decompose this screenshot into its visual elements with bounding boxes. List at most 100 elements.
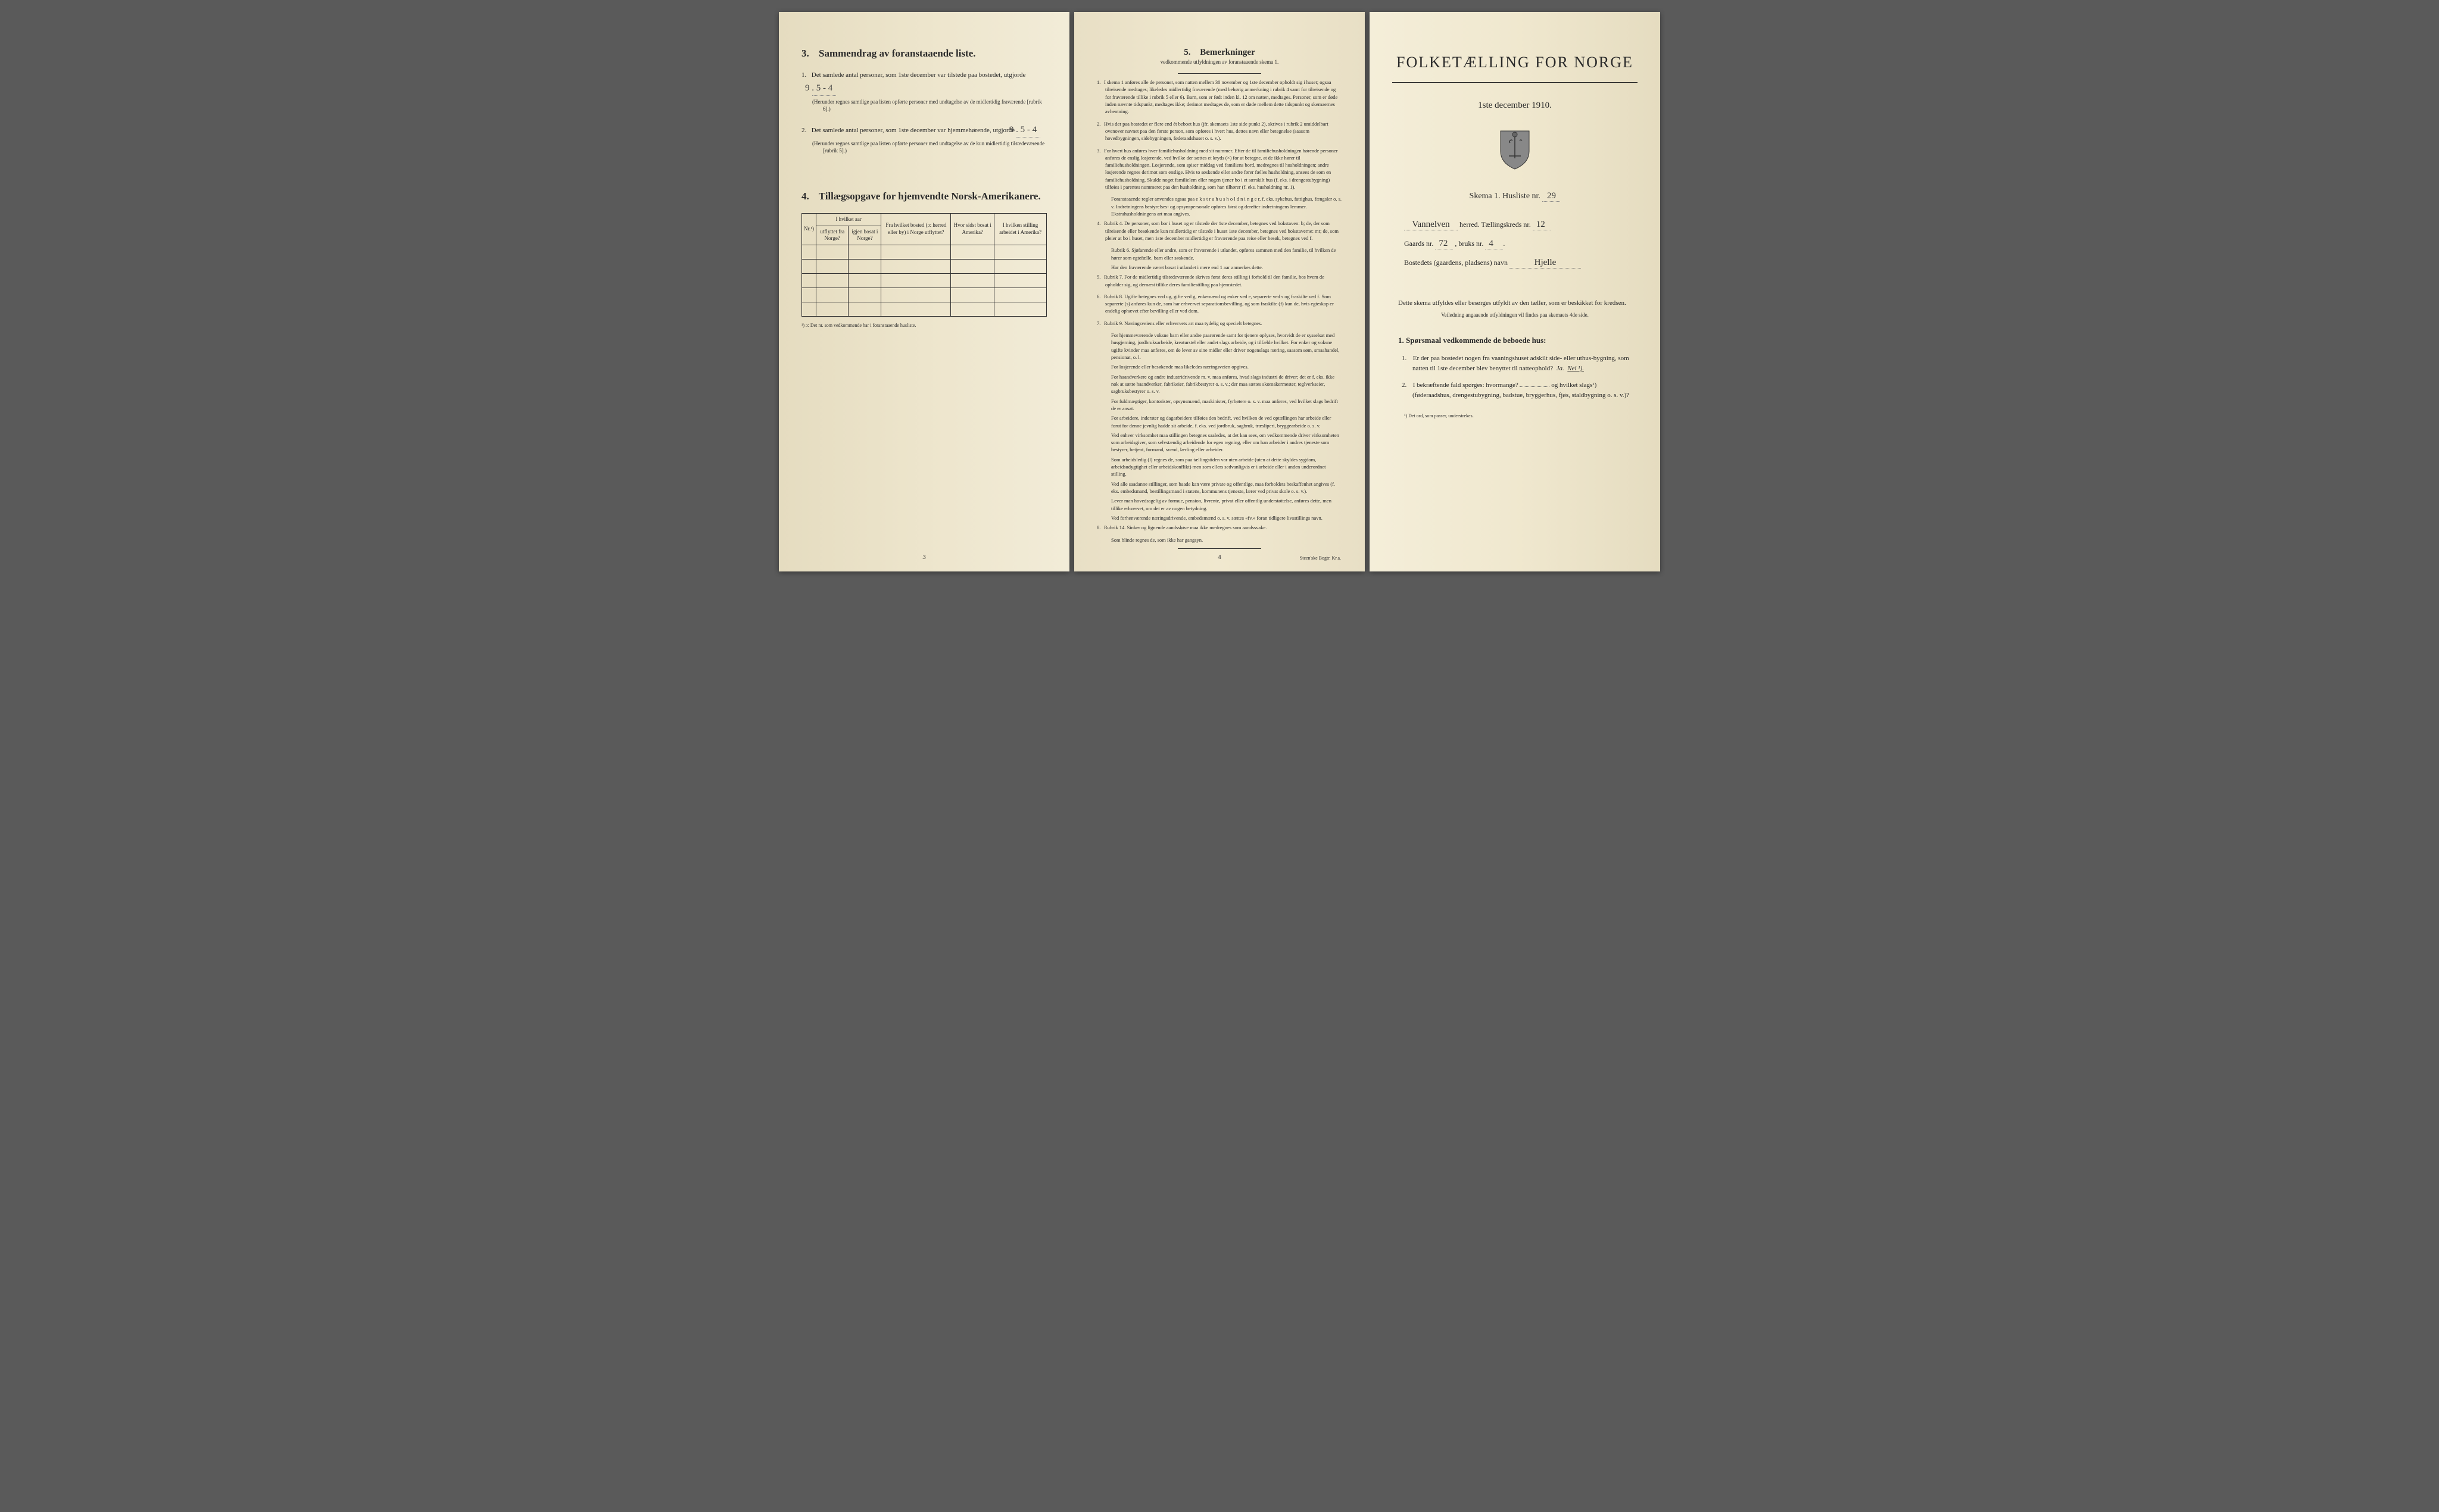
table-row (802, 302, 1047, 317)
item-num: 2. (801, 126, 810, 136)
gaards-row: Gaards nr. 72 , bruks nr. 4. (1392, 239, 1638, 249)
section-3-number: 3. (801, 48, 809, 59)
remark-item: 4.Rubrik 4. De personer, som bor i huset… (1097, 220, 1342, 242)
page-4: 5. Bemerkninger vedkommende utfyldningen… (1074, 12, 1365, 571)
q1-num: 1. (1402, 354, 1411, 364)
q2-blank (1520, 386, 1549, 387)
bosted-value: Hjelle (1509, 258, 1581, 268)
instruction-text: Dette skema utfyldes eller besørges utfy… (1392, 298, 1638, 308)
q1-nei: Nei ¹). (1567, 365, 1584, 372)
hercomponent herred-value: Vannelven (1404, 220, 1458, 230)
remark-sub: Lever man hovedsagelig av formue, pensio… (1097, 497, 1342, 512)
page-number-4: 4 (1218, 554, 1221, 561)
divider (1178, 548, 1261, 549)
herred-label: herred. Tællingskreds nr. (1459, 220, 1531, 229)
item-text: Det samlede antal personer, som 1ste dec… (812, 127, 1015, 134)
coat-of-arms-icon (1392, 129, 1638, 173)
title-page: FOLKETÆLLING FOR NORGE 1ste december 191… (1370, 12, 1660, 571)
skema-line: Skema 1. Husliste nr. 29 (1392, 191, 1638, 202)
title-rule (1392, 82, 1638, 83)
q-heading: 1. Spørsmaal vedkommende de beboede hus: (1398, 336, 1632, 345)
remark-sub: Som blinde regnes de, som ikke har gangs… (1097, 536, 1342, 543)
skema-label: Skema 1. Husliste nr. (1470, 192, 1540, 201)
item-note: (Herunder regnes samtlige paa listen opf… (812, 140, 1047, 155)
q-heading-num: 1. (1398, 336, 1404, 345)
q1-text: Er der paa bostedet nogen fra vaaningshu… (1412, 355, 1629, 373)
section-4-number: 4. (801, 190, 809, 202)
th-aar: I hvilket aar (816, 213, 881, 226)
remarks-list: 1.I skema 1 anføres alle de personer, so… (1097, 79, 1342, 543)
th-amerika: Hvor sidst bosat i Amerika? (951, 213, 994, 245)
table-row (802, 288, 1047, 302)
section-4-title: 4. Tillægsopgave for hjemvendte Norsk-Am… (801, 190, 1047, 202)
item-3-1: 1. Det samlede antal personer, som 1ste … (801, 70, 1047, 113)
q2-text-a: I bekræftende fald spørges: hvormange? (1413, 382, 1518, 389)
section-5-title: 5. Bemerkninger (1097, 48, 1342, 58)
q2: 2. I bekræftende fald spørges: hvormange… (1398, 380, 1632, 401)
remark-sub: For haandverkere og andre industridriven… (1097, 373, 1342, 395)
bosted-row: Bostedets (gaardens, pladsens) navn Hjel… (1392, 258, 1638, 268)
table-row (802, 245, 1047, 260)
right-footnote: ¹) Det ord, som passer, understrekes. (1392, 413, 1638, 418)
item-text: Det samlede antal personer, som 1ste dec… (812, 71, 1026, 79)
th-bosted: Fra hvilket bosted (ɔ: herred eller by) … (881, 213, 951, 245)
q2-num: 2. (1402, 380, 1411, 391)
th-utflyttet: utflyttet fra Norge? (816, 226, 849, 245)
printer-credit: Steen'ske Bogtr. Kr.a. (1300, 555, 1341, 561)
skema-nr: 29 (1542, 191, 1560, 202)
remark-sub: Ved alle saadanne stillinger, som baade … (1097, 480, 1342, 495)
table-row (802, 274, 1047, 288)
q1-ja: Ja. (1557, 365, 1564, 372)
page-3: 3. Sammendrag av foranstaaende liste. 1.… (779, 12, 1069, 571)
remark-item: 2.Hvis der paa bostedet er flere end ét … (1097, 120, 1342, 142)
gaards-nr: 72 (1435, 239, 1453, 249)
remark-sub: Som arbeidsledig (l) regnes de, som paa … (1097, 456, 1342, 478)
remark-item: 7.Rubrik 9. Næringsveiens eller erhverve… (1097, 320, 1342, 327)
q1: 1. Er der paa bostedet nogen fra vaaning… (1398, 354, 1632, 374)
q-heading-text: Spørsmaal vedkommende de beboede hus: (1406, 336, 1546, 345)
remark-sub: Har den fraværende været bosat i utlande… (1097, 264, 1342, 271)
remark-item: 1.I skema 1 anføres alle de personer, so… (1097, 79, 1342, 115)
th-bosat: igjen bosat i Norge? (849, 226, 881, 245)
divider (1178, 73, 1261, 74)
remark-sub: Rubrik 6. Sjøfarende eller andre, som er… (1097, 246, 1342, 261)
bruks-nr: 4 (1485, 239, 1503, 249)
remark-sub: For fuldmægtiger, kontorister, opsynsmæn… (1097, 398, 1342, 413)
section-4-text: Tillægsopgave for hjemvendte Norsk-Ameri… (819, 190, 1041, 202)
remark-item: 6.Rubrik 8. Ugifte betegnes ved ug, gift… (1097, 293, 1342, 315)
th-nr: Nr.¹) (802, 213, 816, 245)
herred-row: Vannelven herred. Tællingskreds nr. 12 (1392, 220, 1638, 230)
remark-item: 8.Rubrik 14. Sinker og lignende aandsslø… (1097, 524, 1342, 531)
section-5-number: 5. (1184, 48, 1190, 57)
instruction-sub: Veiledning angaaende utfyldningen vil fi… (1392, 312, 1638, 318)
date-line: 1ste december 1910. (1392, 101, 1638, 111)
kreds-nr: 12 (1533, 220, 1551, 230)
handwritten-value-2: 9 . 5 - 4 (1016, 123, 1040, 138)
table-footnote: ¹) ɔ: Det nr. som vedkommende har i fora… (801, 323, 1047, 328)
gaards-label: Gaards nr. (1404, 239, 1433, 248)
handwritten-value-1: 9 . 5 - 4 (812, 81, 836, 96)
main-title: FOLKETÆLLING FOR NORGE (1392, 54, 1638, 71)
remark-sub: For hjemmeværende voksne barn eller andr… (1097, 332, 1342, 361)
page-number-3: 3 (922, 554, 926, 561)
remark-sub: For losjerende eller besøkende maa likel… (1097, 363, 1342, 370)
item-3-2: 2. Det samlede antal personer, som 1ste … (801, 123, 1047, 155)
table-norsk-amerikanere: Nr.¹) I hvilket aar Fra hvilket bosted (… (801, 213, 1047, 317)
item-num: 1. (801, 70, 810, 81)
section-3-text: Sammendrag av foranstaaende liste. (819, 48, 975, 59)
remark-sub: Ved enhver virksomhet maa stillingen bet… (1097, 432, 1342, 454)
remark-sub: Foranstaaende regler anvendes ogsaa paa … (1097, 195, 1342, 217)
th-stilling: I hvilken stilling arbeidet i Amerika? (994, 213, 1047, 245)
remark-item: 5.Rubrik 7. For de midlertidig tilstedev… (1097, 273, 1342, 288)
question-section: 1. Spørsmaal vedkommende de beboede hus:… (1392, 336, 1638, 401)
bosted-label: Bostedets (gaardens, pladsens) navn (1404, 258, 1508, 267)
bruks-label: , bruks nr. (1455, 239, 1483, 248)
section-3-title: 3. Sammendrag av foranstaaende liste. (801, 48, 1047, 60)
remark-sub: Ved forhenværende næringsdrivende, embed… (1097, 514, 1342, 521)
item-note: (Herunder regnes samtlige paa listen opf… (812, 98, 1047, 113)
remark-item: 3.For hvert hus anføres hver familiehush… (1097, 147, 1342, 191)
section-5-subtitle: vedkommende utfyldningen av foranstaaend… (1097, 59, 1342, 65)
remark-sub: For arbeidere, inderster og dagarbeidere… (1097, 414, 1342, 429)
table-row (802, 260, 1047, 274)
section-5-text: Bemerkninger (1200, 48, 1255, 57)
